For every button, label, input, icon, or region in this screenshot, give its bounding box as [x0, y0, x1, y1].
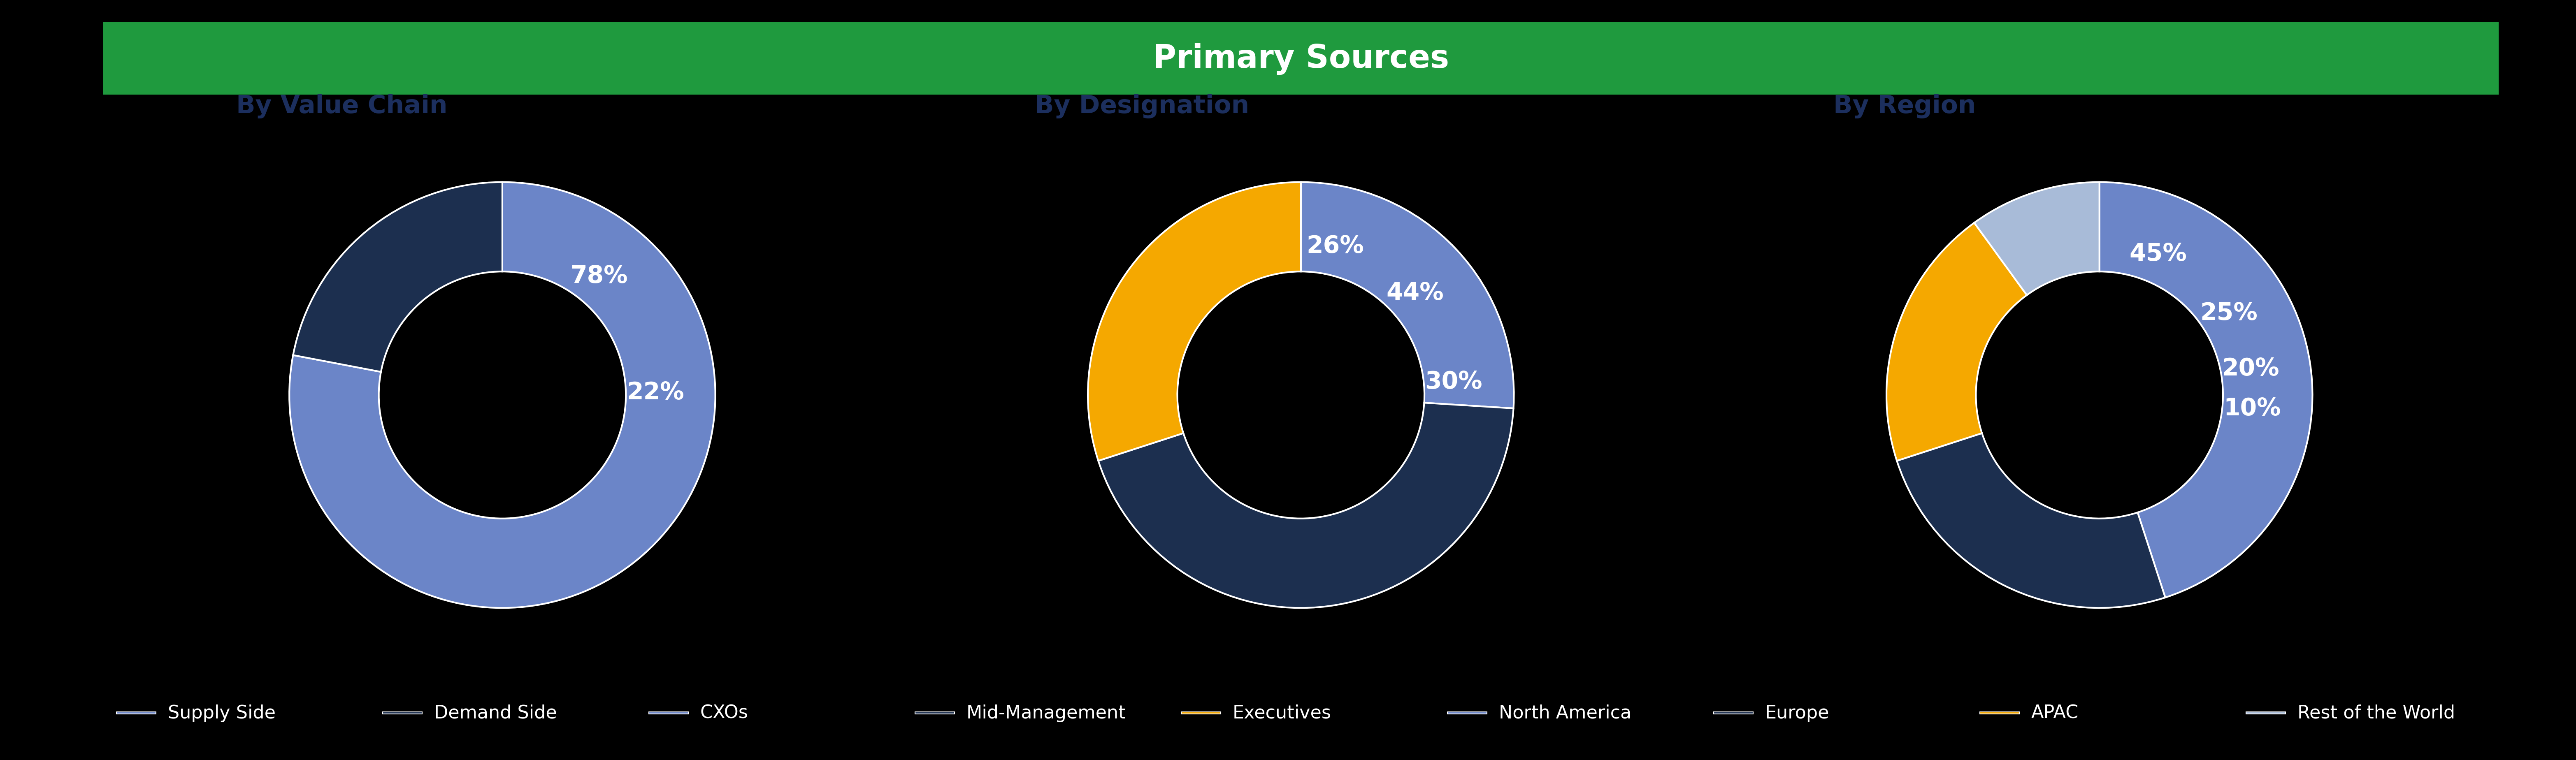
- Wedge shape: [1097, 403, 1515, 608]
- Bar: [116, 711, 157, 714]
- Bar: [1182, 711, 1221, 714]
- Text: Primary Sources: Primary Sources: [1154, 43, 1448, 74]
- Text: Europe: Europe: [1765, 704, 1829, 722]
- Wedge shape: [1087, 182, 1301, 461]
- Bar: [381, 711, 422, 714]
- Text: Executives: Executives: [1231, 704, 1332, 722]
- Text: 44%: 44%: [1386, 281, 1443, 305]
- Text: 22%: 22%: [626, 381, 685, 404]
- Text: 25%: 25%: [2200, 301, 2257, 325]
- Text: CXOs: CXOs: [701, 704, 747, 722]
- Wedge shape: [1973, 182, 2099, 296]
- Wedge shape: [1896, 433, 2166, 608]
- Text: APAC: APAC: [2030, 704, 2079, 722]
- Wedge shape: [294, 182, 502, 372]
- Text: 78%: 78%: [569, 264, 629, 288]
- Wedge shape: [1301, 182, 1515, 409]
- Text: Mid-Management: Mid-Management: [966, 704, 1126, 722]
- Text: 26%: 26%: [1306, 234, 1365, 258]
- Wedge shape: [2099, 182, 2313, 597]
- Text: Demand Side: Demand Side: [433, 704, 556, 722]
- Text: By Region: By Region: [1834, 94, 1976, 119]
- Text: 30%: 30%: [1425, 370, 1481, 394]
- Wedge shape: [289, 182, 716, 608]
- Text: 20%: 20%: [2221, 357, 2280, 380]
- Bar: [2246, 711, 2285, 714]
- Text: Supply Side: Supply Side: [167, 704, 276, 722]
- Bar: [649, 711, 688, 714]
- Text: 45%: 45%: [2130, 242, 2187, 265]
- Bar: [914, 711, 956, 714]
- Text: Rest of the World: Rest of the World: [2298, 704, 2455, 722]
- Text: 10%: 10%: [2223, 397, 2280, 420]
- Bar: [1713, 711, 1754, 714]
- Text: North America: North America: [1499, 704, 1631, 722]
- Text: By Value Chain: By Value Chain: [237, 94, 448, 119]
- Text: By Designation: By Designation: [1036, 94, 1249, 119]
- Wedge shape: [1886, 223, 2027, 461]
- Bar: [1448, 711, 1486, 714]
- Bar: [1978, 711, 2020, 714]
